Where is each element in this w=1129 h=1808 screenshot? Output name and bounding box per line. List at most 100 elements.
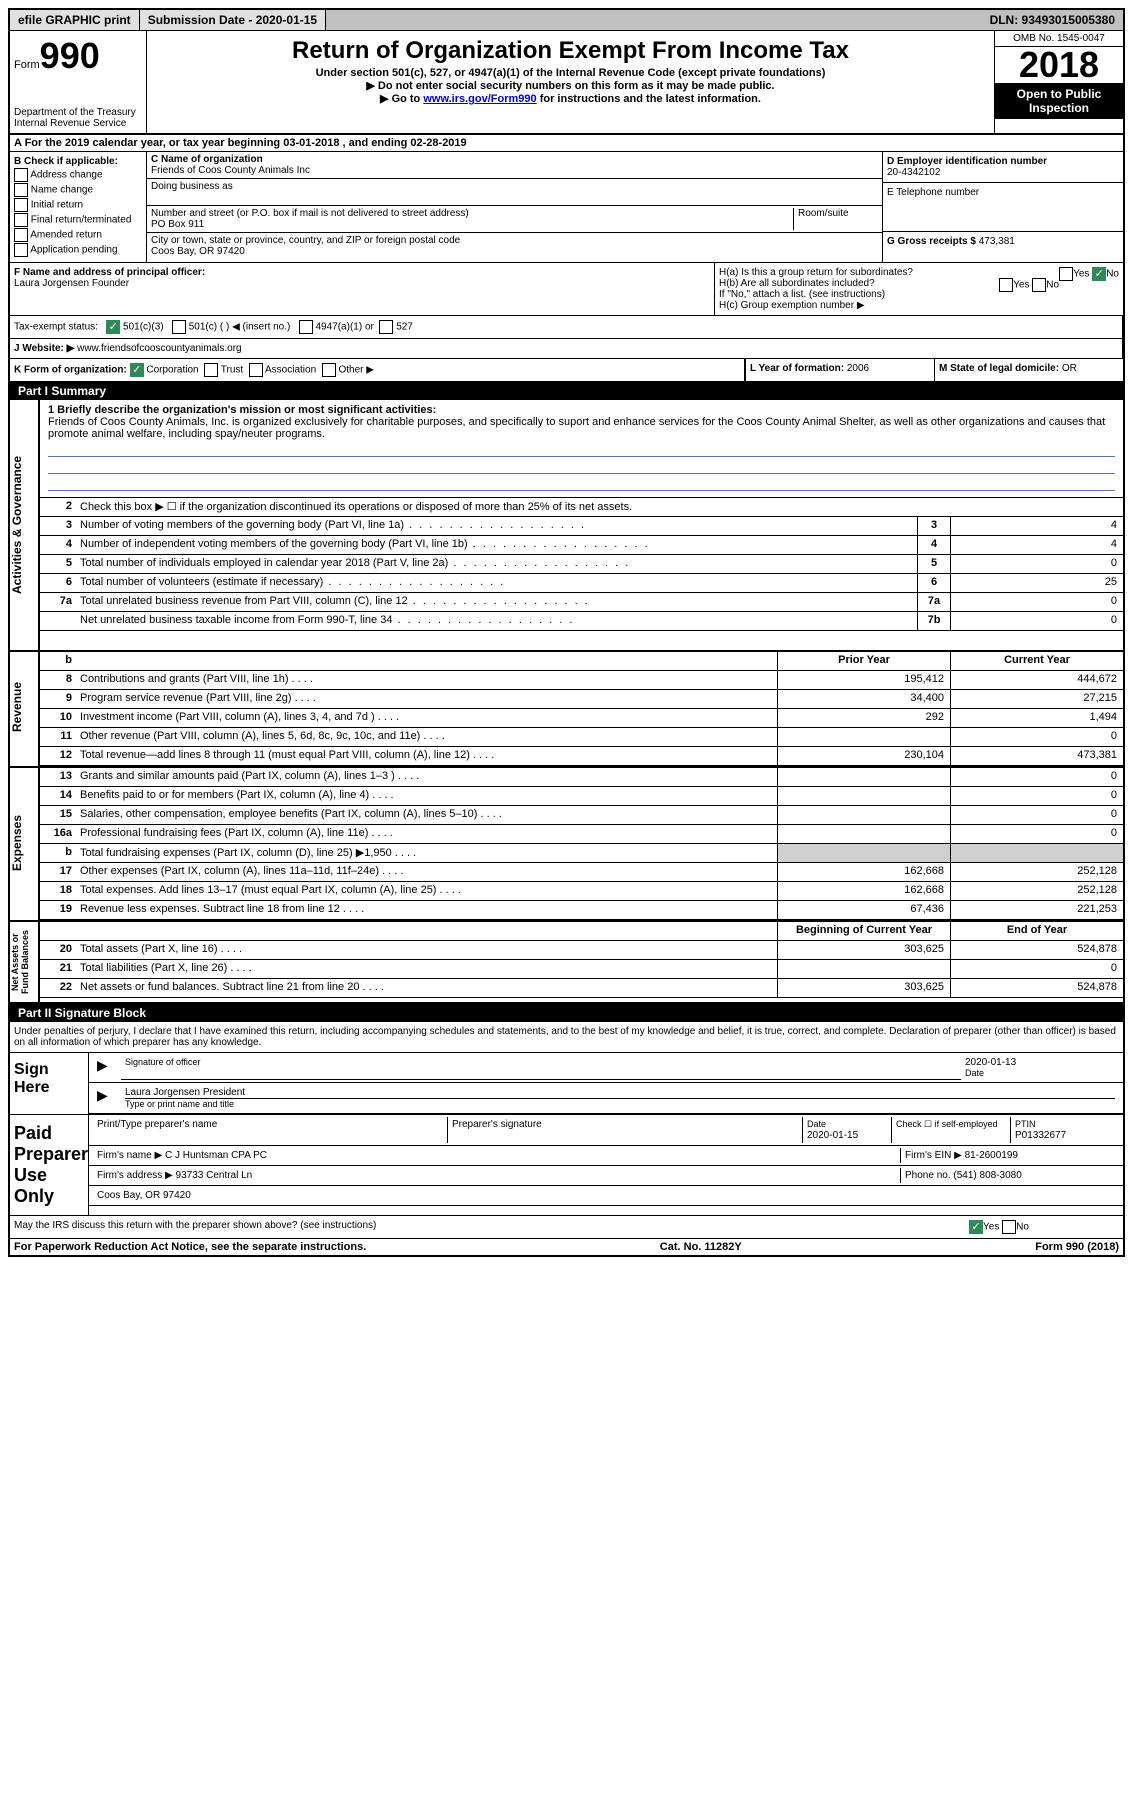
side-netassets: Net Assets or Fund Balances — [10, 922, 30, 1002]
row-klm: K Form of organization: ✓ Corporation Tr… — [10, 359, 1123, 382]
table-row: 7aTotal unrelated business revenue from … — [40, 593, 1123, 612]
form-subtitle: Under section 501(c), 527, or 4947(a)(1)… — [151, 67, 990, 79]
check-icon: ✓ — [130, 363, 144, 377]
firm-ein: 81-2600199 — [965, 1150, 1018, 1161]
side-governance: Activities & Governance — [10, 400, 24, 650]
table-row: 4Number of independent voting members of… — [40, 536, 1123, 555]
mission-text: Friends of Coos County Animals, Inc. is … — [48, 416, 1115, 440]
arrow-icon: ▶ — [93, 1085, 121, 1111]
irs-link[interactable]: www.irs.gov/Form990 — [423, 93, 536, 105]
dept-label: Department of the Treasury — [14, 107, 142, 118]
info-grid: B Check if applicable: Address change Na… — [10, 152, 1123, 263]
side-expenses: Expenses — [10, 768, 24, 918]
tax-status-row: Tax-exempt status: ✓ 501(c)(3) 501(c) ( … — [10, 316, 1123, 339]
website-value: www.friendsofcooscountyanimals.org — [77, 343, 242, 354]
gross-receipts: 473,381 — [979, 236, 1015, 247]
prep-date: 2020-01-15 — [807, 1130, 858, 1141]
period-begin: 03-01-2018 — [283, 137, 339, 149]
check-icon: ✓ — [969, 1220, 983, 1234]
paid-preparer-section: Paid Preparer Use Only Print/Type prepar… — [10, 1115, 1123, 1216]
check-icon: ✓ — [106, 320, 120, 334]
hc-row: H(c) Group exemption number ▶ — [719, 300, 1119, 311]
section-governance: Activities & Governance 1 Briefly descri… — [10, 400, 1123, 652]
cb-address-change[interactable]: Address change — [14, 168, 142, 182]
firm-phone: (541) 808-3080 — [953, 1170, 1021, 1181]
table-row: 14Benefits paid to or for members (Part … — [40, 787, 1123, 806]
ein-value: 20-4342102 — [887, 167, 1119, 178]
ha-row: H(a) Is this a group return for subordin… — [719, 267, 1119, 278]
table-row: 16aProfessional fundraising fees (Part I… — [40, 825, 1123, 844]
officer-print-name: Laura Jorgensen President — [125, 1087, 1115, 1098]
org-address: PO Box 911 — [151, 219, 793, 230]
table-row: 11Other revenue (Part VIII, column (A), … — [40, 728, 1123, 747]
table-row: 3Number of voting members of the governi… — [40, 517, 1123, 536]
firm-addr1: 93733 Central Ln — [176, 1170, 253, 1181]
table-row: 19Revenue less expenses. Subtract line 1… — [40, 901, 1123, 920]
hb-row: H(b) Are all subordinates included? Yes … — [719, 278, 1119, 289]
table-row: 6Total number of volunteers (estimate if… — [40, 574, 1123, 593]
side-revenue: Revenue — [10, 652, 24, 762]
top-bar: efile GRAPHIC print Submission Date - 20… — [10, 10, 1123, 31]
form-990-container: efile GRAPHIC print Submission Date - 20… — [8, 8, 1125, 1257]
efile-print-button[interactable]: efile GRAPHIC print — [10, 10, 140, 30]
cb-pending[interactable]: Application pending — [14, 243, 142, 257]
dln-label: DLN: 93493015005380 — [982, 10, 1123, 30]
arrow-icon: ▶ — [93, 1055, 121, 1080]
ptin-value: P01332677 — [1015, 1130, 1066, 1141]
website-row: J Website: ▶ www.friendsofcooscountyanim… — [10, 339, 1123, 359]
inspection-label: Open to Public Inspection — [995, 83, 1123, 119]
table-row: 8Contributions and grants (Part VIII, li… — [40, 671, 1123, 690]
year-formation: 2006 — [847, 363, 869, 374]
table-row: 20Total assets (Part X, line 16) . . . .… — [40, 941, 1123, 960]
cb-name-change[interactable]: Name change — [14, 183, 142, 197]
firm-name: C J Huntsman CPA PC — [165, 1150, 267, 1161]
section-expenses: Expenses 13Grants and similar amounts pa… — [10, 768, 1123, 922]
table-row: 12Total revenue—add lines 8 through 11 (… — [40, 747, 1123, 766]
officer-name: Laura Jorgensen Founder — [14, 278, 710, 289]
cb-final-return[interactable]: Final return/terminated — [14, 213, 142, 227]
header-note1: ▶ Do not enter social security numbers o… — [151, 79, 990, 92]
table-row: 9Program service revenue (Part VIII, lin… — [40, 690, 1123, 709]
form-label: Form — [14, 59, 40, 71]
discuss-row: May the IRS discuss this return with the… — [10, 1216, 1123, 1239]
table-row: 17Other expenses (Part IX, column (A), l… — [40, 863, 1123, 882]
table-row: 22Net assets or fund balances. Subtract … — [40, 979, 1123, 998]
form-number: 990 — [40, 35, 100, 76]
declaration: Under penalties of perjury, I declare th… — [10, 1022, 1123, 1053]
table-row: 21Total liabilities (Part X, line 26) . … — [40, 960, 1123, 979]
box-c: C Name of organization Friends of Coos C… — [147, 152, 883, 262]
tax-year: 2018 — [995, 47, 1123, 83]
table-row: 10Investment income (Part VIII, column (… — [40, 709, 1123, 728]
table-row: bTotal fundraising expenses (Part IX, co… — [40, 844, 1123, 863]
cb-amended[interactable]: Amended return — [14, 228, 142, 242]
table-row: Net unrelated business taxable income fr… — [40, 612, 1123, 631]
section-revenue: Revenue b Prior Year Current Year 8Contr… — [10, 652, 1123, 768]
box-de: D Employer identification number 20-4342… — [883, 152, 1123, 262]
check-icon: ✓ — [1092, 267, 1106, 281]
period-end: 02-28-2019 — [410, 137, 466, 149]
table-row: 13Grants and similar amounts paid (Part … — [40, 768, 1123, 787]
section-netassets: Net Assets or Fund Balances Beginning of… — [10, 922, 1123, 1004]
part1-header: Part I Summary — [10, 382, 1123, 400]
table-row: 5Total number of individuals employed in… — [40, 555, 1123, 574]
sign-here-label: Sign Here — [10, 1053, 89, 1114]
form-header: Form990 Department of the Treasury Inter… — [10, 31, 1123, 135]
part2-header: Part II Signature Block — [10, 1004, 1123, 1022]
sig-date: 2020-01-13 — [965, 1057, 1115, 1068]
row-fh: F Name and address of principal officer:… — [10, 263, 1123, 316]
table-row: 15Salaries, other compensation, employee… — [40, 806, 1123, 825]
submission-date-button[interactable]: Submission Date - 2020-01-15 — [140, 10, 326, 30]
state-domicile: OR — [1062, 363, 1077, 374]
period-row: A For the 2019 calendar year, or tax yea… — [10, 135, 1123, 152]
sign-here-section: Sign Here ▶ Signature of officer 2020-01… — [10, 1053, 1123, 1115]
table-row: 18Total expenses. Add lines 13–17 (must … — [40, 882, 1123, 901]
form-title: Return of Organization Exempt From Incom… — [151, 37, 990, 65]
box-b: B Check if applicable: Address change Na… — [10, 152, 147, 262]
paid-prep-label: Paid Preparer Use Only — [10, 1115, 89, 1215]
irs-label: Internal Revenue Service — [14, 118, 142, 129]
header-note2: ▶ Go to www.irs.gov/Form990 for instruct… — [151, 92, 990, 105]
footer: For Paperwork Reduction Act Notice, see … — [10, 1239, 1123, 1255]
org-city: Coos Bay, OR 97420 — [151, 246, 878, 257]
cb-initial-return[interactable]: Initial return — [14, 198, 142, 212]
firm-addr2: Coos Bay, OR 97420 — [93, 1188, 1119, 1203]
